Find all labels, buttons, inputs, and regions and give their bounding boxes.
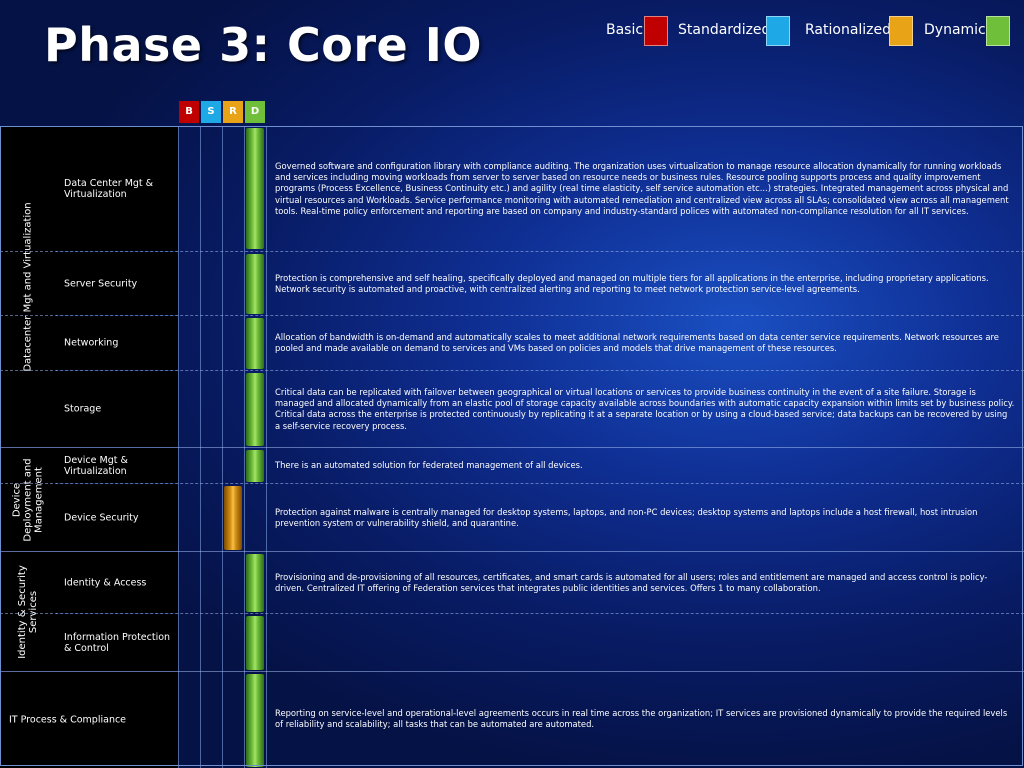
- row-description: Reporting on service-level and operation…: [275, 708, 1008, 730]
- row-name-cell: Storage: [56, 371, 178, 447]
- level-bar-dynamic: [246, 128, 264, 249]
- legend-label-dynamic: Dynamic: [924, 22, 986, 38]
- category-label: Device Deployment and Management: [11, 457, 45, 542]
- category-identity-security: Identity & Security Services: [0, 552, 57, 671]
- row-description: Governed software and configuration libr…: [275, 161, 1009, 216]
- legend-swatch-standardized: [766, 16, 790, 46]
- legend-swatch-basic: [644, 16, 668, 46]
- level-bar-dynamic: [246, 616, 264, 670]
- legend-label-basic: Basic: [606, 22, 644, 38]
- level-bar-dynamic: [246, 450, 264, 482]
- category-label: Identity & Security Services: [17, 564, 39, 659]
- level-header-dynamic: D: [245, 101, 265, 123]
- row-name: Device Security: [64, 512, 139, 523]
- row-name: Identity & Access: [64, 577, 147, 588]
- legend-swatch-rationalized: [889, 16, 913, 46]
- page-title: Phase 3: Core IO: [44, 18, 482, 72]
- row-description: Critical data can be replicated with fai…: [275, 387, 1015, 431]
- row-description: Provisioning and de-provisioning of all …: [275, 572, 988, 594]
- row-name: IT Process & Compliance: [9, 714, 127, 726]
- row-name-cell: Data Center Mgt & Virtualization: [56, 126, 178, 251]
- row-name-cell: Device Security: [56, 484, 178, 551]
- level-bar-dynamic: [246, 373, 264, 446]
- row-description: There is an automated solution for feder…: [275, 460, 583, 470]
- level-header-standardized: S: [201, 101, 221, 123]
- level-bar-dynamic: [246, 554, 264, 612]
- legend-label-rationalized: Rationalized: [805, 22, 892, 38]
- level-header-rationalized: R: [223, 101, 243, 123]
- category-device-deployment: Device Deployment and Management: [0, 448, 57, 551]
- row-name-cell: Device Mgt & Virtualization: [56, 448, 178, 483]
- row-name: Information Protection & Control: [64, 631, 171, 654]
- level-bar-dynamic: [246, 674, 264, 767]
- row-name-cell: Identity & Access: [56, 552, 178, 613]
- row-name: Networking: [64, 337, 119, 349]
- row-description: Protection against malware is centrally …: [275, 507, 978, 529]
- row-name: Storage: [64, 403, 102, 415]
- level-bar-dynamic: [246, 318, 264, 369]
- legend-label-standardized: Standardized: [678, 22, 771, 38]
- category-label: Datacenter Mgt and Virtualization: [22, 201, 34, 372]
- row-description: Protection is comprehensive and self hea…: [275, 273, 989, 295]
- level-header-basic: B: [179, 101, 199, 123]
- row-name-cell: Information Protection & Control: [56, 614, 178, 671]
- legend-swatch-dynamic: [986, 16, 1010, 46]
- row-name-cell: Networking: [56, 316, 178, 370]
- row-name: Device Mgt & Virtualization: [64, 454, 128, 477]
- row-name: Server Security: [64, 278, 138, 289]
- row-name-cell: IT Process & Compliance: [0, 672, 178, 768]
- category-datacenter: Datacenter Mgt and Virtualization: [0, 126, 57, 447]
- level-bar-dynamic: [246, 254, 264, 314]
- level-bar-rationalized: [224, 486, 242, 550]
- row-name: Data Center Mgt & Virtualization: [64, 177, 154, 200]
- row-name-cell: Server Security: [56, 252, 178, 315]
- row-description: Allocation of bandwidth is on-demand and…: [275, 332, 999, 354]
